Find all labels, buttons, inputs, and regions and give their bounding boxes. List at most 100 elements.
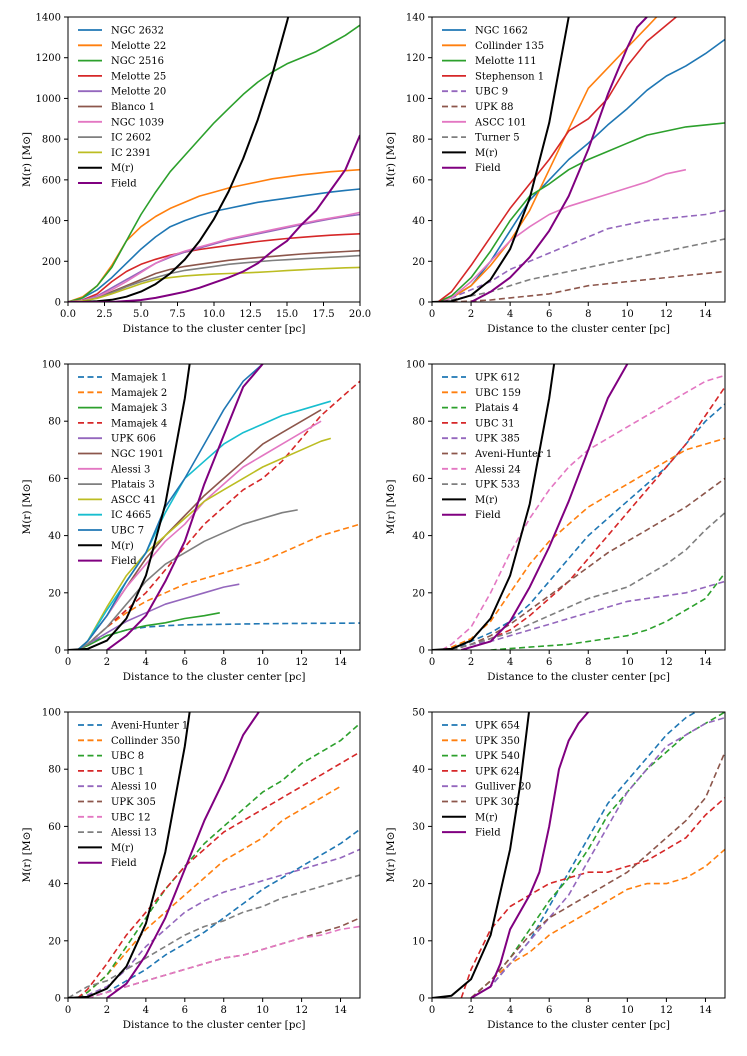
legend-label: UBC 1 (111, 766, 144, 777)
series-group (68, 17, 360, 302)
x-tick-label: 12 (660, 657, 673, 668)
legend-label: UPK 612 (475, 373, 520, 384)
x-tick-label: 12 (660, 1005, 673, 1016)
legend-label: Alessi 13 (110, 828, 157, 839)
legend: Mamajek 1 Mamajek 2 Mamajek 3 Mamajek 4 UPK … (78, 373, 167, 567)
series-line-platais-3 (77, 509, 298, 650)
legend-label: Mamajek 3 (111, 403, 167, 414)
legend-label: ASCC 101 (474, 117, 527, 128)
legend-label: M(r) (475, 148, 498, 159)
legend-label: Collinder 350 (111, 736, 180, 747)
x-axis-label: Distance to the cluster center [pc] (123, 671, 306, 683)
series-line-blanco-1 (68, 249, 360, 302)
series-line-ubc-1 (77, 751, 360, 998)
x-tick-label: 0.0 (60, 309, 76, 320)
x-tick-label: 8 (221, 1005, 227, 1016)
legend-label: Alessi 3 (110, 464, 150, 475)
legend-label: Melotte 20 (111, 87, 166, 98)
y-tick-label: 140 (406, 13, 425, 24)
legend-label: UPK 350 (475, 736, 520, 747)
y-tick-label: 0 (55, 646, 61, 657)
x-tick-label: 10 (621, 1005, 634, 1016)
x-tick-label: 8 (585, 657, 591, 668)
x-tick-label: 14 (699, 1005, 712, 1016)
x-tick-label: 2 (468, 657, 474, 668)
y-tick-label: 100 (406, 360, 425, 371)
series-line-alessi-24 (441, 374, 725, 650)
chart-panel-6: 0 2 4 6 8 10 12 14 0 10 20 30 40 50 Distance to the cl… (385, 708, 726, 1031)
legend-label: Mamajek 4 (111, 418, 167, 429)
x-tick-label: 14 (699, 657, 712, 668)
y-tick-label: 200 (42, 257, 61, 268)
series-line-alessi-13 (68, 874, 360, 998)
series-line-upk-533 (451, 512, 725, 650)
legend-label: UPK 606 (111, 434, 156, 445)
legend-label: UBC 31 (475, 418, 515, 429)
x-tick-label: 14 (334, 1005, 347, 1016)
y-tick-label: 50 (412, 708, 425, 719)
legend-label: M(r) (111, 163, 134, 174)
x-tick-label: 7.5 (170, 309, 186, 320)
legend-label: NGC 1662 (475, 26, 528, 37)
series-line-upk-606 (77, 583, 240, 650)
y-tick-label: 60 (412, 175, 425, 186)
legend-label: Field (475, 163, 501, 174)
y-axis-label: M(r) [M⊙] (21, 827, 33, 882)
legend: NGC 2632 Melotte 22 NGC 2516 Melotte 25 Melo… (78, 26, 166, 190)
series-line-upk-88 (451, 270, 725, 302)
x-tick-label: 12.5 (239, 309, 261, 320)
axes-frame (67, 711, 361, 999)
series-line-upk-350 (470, 848, 725, 998)
axes-frame (67, 363, 361, 651)
x-tick-label: 10 (256, 657, 269, 668)
y-axis-label: M(r) [M⊙] (21, 132, 33, 187)
x-axis-label: Distance to the cluster center [pc] (487, 1019, 670, 1031)
y-tick-label: 120 (406, 53, 425, 64)
series-line-ic-2602 (68, 254, 360, 302)
legend-label: M(r) (475, 812, 498, 823)
y-tick-label: 600 (42, 175, 61, 186)
x-tick-label: 6 (546, 309, 552, 320)
series-line-field (106, 712, 260, 998)
legend-label: UPK 88 (475, 102, 514, 113)
x-tick-label: 8 (221, 657, 227, 668)
series-line-mamajek-3 (77, 612, 220, 650)
legend-label: Field (111, 858, 137, 869)
legend-label: Gulliver 20 (475, 782, 531, 793)
legend-label: Stephenson 1 (475, 71, 544, 82)
legend-label: NGC 2516 (111, 56, 164, 67)
series-line-ic-4665 (77, 400, 332, 650)
y-tick-label: 40 (48, 531, 61, 542)
x-tick-label: 2 (104, 1005, 110, 1016)
y-tick-label: 100 (406, 94, 425, 105)
y-tick-label: 40 (48, 879, 61, 890)
y-tick-label: 40 (412, 531, 425, 542)
x-tick-label: 6 (182, 1005, 188, 1016)
series-line-m-r- (432, 17, 570, 302)
y-axis-label: M(r) [M⊙] (385, 132, 397, 187)
series-line-field (461, 364, 629, 650)
series-line-alessi-10 (77, 848, 360, 998)
legend-label: UBC 8 (111, 751, 144, 762)
legend-label: UPK 385 (475, 434, 520, 445)
chart-panel-5: 0 2 4 6 8 10 12 14 0 20 40 60 80 100 Distance to the c… (21, 708, 361, 1031)
x-tick-label: 2.5 (97, 309, 113, 320)
y-tick-label: 20 (48, 936, 61, 947)
legend-label: UPK 305 (111, 797, 156, 808)
legend-label: Melotte 111 (475, 56, 537, 67)
x-axis-label: Distance to the cluster center [pc] (487, 671, 670, 683)
x-tick-label: 15.0 (276, 309, 298, 320)
legend: NGC 1662 Collinder 135 Melotte 111 Stephens… (442, 26, 544, 174)
legend-label: Alessi 24 (474, 464, 521, 475)
series-line-aveni-hunter-1 (87, 828, 360, 998)
legend: Aveni-Hunter 1 Collinder 350 UBC 8 UBC 1 Ale… (78, 721, 188, 869)
x-tick-label: 2 (468, 309, 474, 320)
legend-label: Field (111, 179, 137, 190)
y-tick-label: 0 (55, 298, 61, 309)
y-tick-label: 0 (419, 646, 425, 657)
x-tick-label: 14 (699, 309, 712, 320)
x-tick-label: 8 (585, 309, 591, 320)
legend-label: Field (475, 510, 501, 521)
y-tick-label: 20 (412, 257, 425, 268)
